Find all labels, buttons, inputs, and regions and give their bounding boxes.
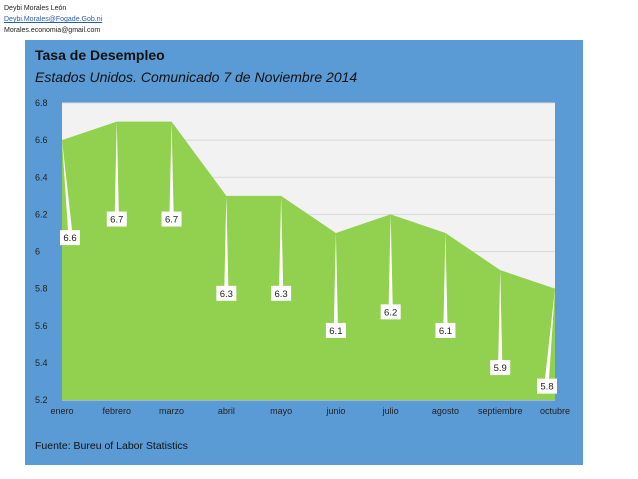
author-header: Deybi Morales León Deybi.Morales@Fogade.… bbox=[4, 3, 102, 36]
data-label: 6.3 bbox=[220, 289, 233, 300]
data-label-box bbox=[216, 285, 237, 301]
data-label-leader bbox=[114, 121, 119, 212]
data-label: 6.6 bbox=[63, 233, 76, 244]
y-tick-label: 5.6 bbox=[35, 321, 48, 331]
y-tick-label: 5.2 bbox=[35, 395, 48, 405]
x-tick-label: mayo bbox=[270, 406, 292, 416]
author-email-link[interactable]: Deybi.Morales@Fogade.Gob.ni bbox=[4, 16, 103, 23]
data-label-box bbox=[537, 378, 557, 394]
y-tick-label: 5.8 bbox=[35, 284, 48, 294]
data-label-box bbox=[60, 230, 80, 246]
y-tick-label: 6.2 bbox=[35, 209, 48, 219]
data-label: 5.8 bbox=[540, 382, 553, 393]
data-label-leader bbox=[388, 214, 393, 305]
data-label-box bbox=[271, 285, 292, 301]
x-tick-label: febrero bbox=[103, 406, 132, 416]
data-label-box bbox=[490, 360, 511, 376]
data-label-leader bbox=[333, 232, 338, 323]
chart-panel: 5.2 5.4 5.6 5.8 6 6.2 6.4 6.6 6.8 enero febrero mar… bbox=[25, 40, 583, 465]
y-tick-label: 5.4 bbox=[35, 358, 48, 368]
x-tick-label: octubre bbox=[540, 406, 570, 416]
author-email-alt: Morales.economia@gmail.com bbox=[4, 27, 101, 34]
data-label-leader bbox=[279, 195, 284, 286]
y-tick-label: 6 bbox=[35, 247, 40, 257]
data-label-leader bbox=[443, 232, 448, 323]
chart-title: Tasa de Desempleo bbox=[35, 47, 165, 63]
y-tick-label: 6.6 bbox=[35, 135, 48, 145]
data-label-leader bbox=[498, 270, 503, 361]
x-tick-label: julio bbox=[382, 406, 399, 416]
x-tick-label: junio bbox=[325, 406, 345, 416]
data-label: 6.2 bbox=[384, 307, 397, 318]
x-tick-label: marzo bbox=[159, 406, 184, 416]
x-tick-label: agosto bbox=[432, 406, 459, 416]
area-chart: 5.2 5.4 5.6 5.8 6 6.2 6.4 6.6 6.8 enero febrero mar… bbox=[35, 98, 570, 416]
chart-subtitle: Estados Unidos. Comunicado 7 de Noviembr… bbox=[35, 69, 358, 85]
data-label-leader bbox=[224, 195, 229, 286]
data-label-box bbox=[435, 322, 456, 338]
data-label-leader bbox=[545, 288, 555, 379]
data-label: 5.9 bbox=[494, 363, 507, 374]
y-tick-label: 6.4 bbox=[35, 172, 48, 182]
data-label-box bbox=[161, 211, 182, 227]
data-label-box bbox=[106, 211, 127, 227]
data-label: 6.7 bbox=[110, 215, 123, 226]
area-series bbox=[62, 121, 555, 400]
data-label: 6.1 bbox=[329, 326, 342, 337]
data-label-leader bbox=[169, 121, 174, 212]
data-label: 6.3 bbox=[275, 289, 288, 300]
data-label-leader bbox=[62, 140, 72, 231]
author-name: Deybi Morales León bbox=[4, 5, 67, 12]
data-label: 6.7 bbox=[165, 215, 178, 226]
x-tick-label: abril bbox=[218, 406, 235, 416]
data-label-box bbox=[380, 304, 401, 320]
x-tick-label: enero bbox=[50, 406, 73, 416]
x-tick-label: septiembre bbox=[478, 406, 523, 416]
data-label-box bbox=[325, 322, 346, 338]
data-label: 6.1 bbox=[439, 326, 452, 337]
y-tick-label: 6.8 bbox=[35, 98, 48, 108]
chart-source: Fuente: Bureu of Labor Statistics bbox=[35, 440, 188, 452]
